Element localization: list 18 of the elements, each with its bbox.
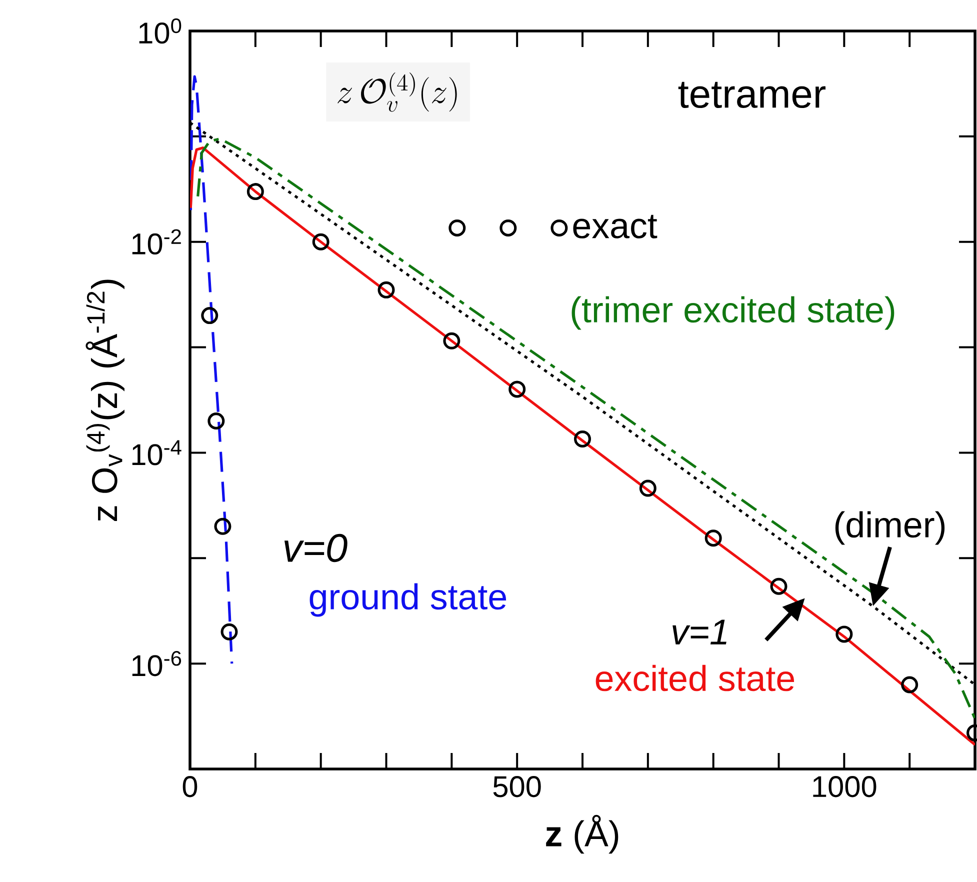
annotation: tetramer [678, 82, 826, 108]
y-tick-label: 10$^{-4}$ [132, 440, 182, 466]
legend-label: exact [573, 214, 658, 238]
annotation: v=0 [284, 534, 348, 562]
annotation: $z\,\mathcal{O}_v^{(4)}(z)$ [338, 72, 457, 112]
y-tick-label: 10$^{-6}$ [132, 650, 182, 676]
text: ground state [310, 583, 506, 617]
x-tick-label: 0 [182, 776, 198, 798]
x-axis-title: z (Å) [546, 814, 618, 854]
series-label: (dimer) [835, 511, 945, 545]
series-label: excited state [596, 664, 794, 692]
y-tick-label: 10$^{-2}$ [132, 229, 181, 255]
y-tick-label: 10$^{0}$ [139, 18, 182, 44]
x-tick-label: 500 [493, 776, 541, 798]
x-tick-label: 1000 [813, 776, 876, 798]
y-axis-title: z O$_{v}$$^{(4)}$(z) (Å$^{-1/2}$) [86, 280, 124, 521]
annotation: v=1 [672, 620, 726, 644]
series-label: (trimer excited state) [572, 296, 894, 330]
